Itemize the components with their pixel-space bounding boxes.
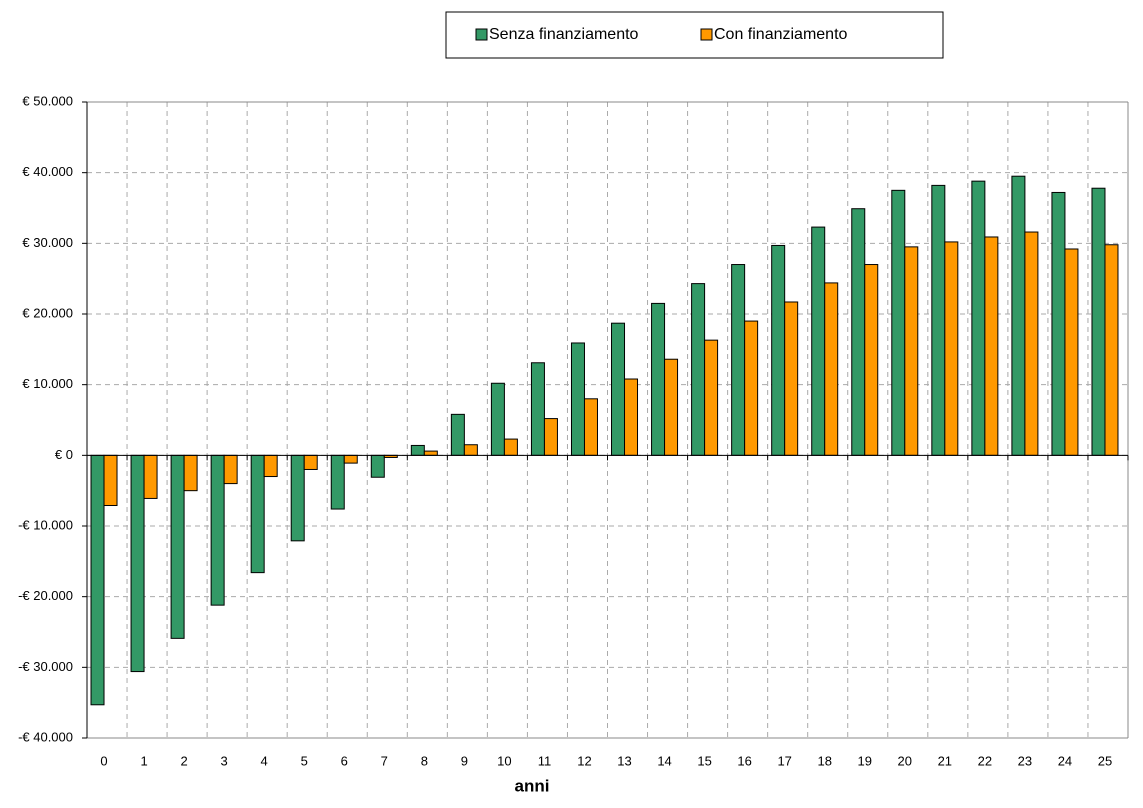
bar (1091, 187, 1106, 456)
x-tick-label: 21 (938, 753, 952, 768)
x-tick-label: 22 (978, 753, 992, 768)
bar (130, 454, 145, 673)
bar (784, 301, 799, 456)
x-tick-label: 10 (497, 753, 511, 768)
bar (463, 444, 478, 456)
bar (691, 283, 706, 456)
bar (303, 454, 318, 470)
bar (210, 454, 225, 606)
bar (1051, 191, 1066, 456)
bar (170, 454, 185, 639)
bar (103, 454, 118, 507)
bar (503, 438, 518, 456)
y-tick-label: € 20.000 (22, 305, 73, 320)
legend-swatch (700, 28, 713, 41)
bar (343, 454, 358, 464)
bar (651, 302, 666, 456)
x-tick-label: 1 (140, 753, 147, 768)
x-tick-label: 25 (1098, 753, 1112, 768)
legend-swatch (475, 28, 488, 41)
bar (583, 398, 598, 456)
x-tick-label: 7 (381, 753, 388, 768)
bar (90, 454, 105, 706)
x-tick-label: 19 (858, 753, 872, 768)
x-tick-label: 11 (538, 753, 552, 768)
bar (624, 378, 639, 456)
y-tick-label: € 50.000 (22, 93, 73, 108)
bar (824, 282, 839, 456)
bar (731, 264, 746, 456)
y-tick-label: € 30.000 (22, 235, 73, 250)
x-tick-label: 12 (577, 753, 591, 768)
bar (543, 418, 558, 456)
bar (423, 450, 438, 456)
y-tick-label: -€ 30.000 (18, 659, 73, 674)
bar (290, 454, 305, 542)
bar (664, 358, 679, 456)
bar (891, 189, 906, 456)
y-tick-label: € 0 (55, 447, 73, 462)
x-tick-label: 0 (100, 753, 107, 768)
legend-label: Con finanziamento (714, 26, 848, 43)
bar (1024, 231, 1039, 456)
x-tick-label: 8 (421, 753, 428, 768)
x-tick-label: 2 (180, 753, 187, 768)
bar (944, 241, 959, 456)
x-tick-label: 20 (898, 753, 912, 768)
bar (984, 236, 999, 456)
x-tick-label: 13 (617, 753, 631, 768)
bar (864, 264, 879, 456)
bar (263, 454, 278, 478)
x-tick-label: 3 (221, 753, 228, 768)
x-tick-label: 5 (301, 753, 308, 768)
bar (450, 413, 465, 456)
x-tick-label: 9 (461, 753, 468, 768)
x-tick-label: 15 (697, 753, 711, 768)
bar (931, 184, 946, 456)
bar (570, 342, 585, 456)
legend-label: Senza finanziamento (489, 26, 639, 43)
bar (771, 244, 786, 456)
y-tick-label: -€ 20.000 (18, 588, 73, 603)
bar (811, 226, 826, 456)
bar (904, 246, 919, 456)
x-tick-label: 18 (817, 753, 831, 768)
x-tick-label: 4 (261, 753, 268, 768)
bar (1104, 244, 1119, 456)
y-tick-label: -€ 40.000 (18, 729, 73, 744)
bar (143, 454, 158, 499)
x-tick-label: 6 (341, 753, 348, 768)
bar (744, 320, 759, 456)
x-axis-title: anni (515, 776, 550, 795)
x-tick-label: 24 (1058, 753, 1072, 768)
bar (370, 454, 385, 478)
bar (1011, 175, 1026, 456)
x-tick-label: 16 (737, 753, 751, 768)
bar (530, 362, 545, 456)
bar (183, 454, 198, 492)
y-tick-label: € 40.000 (22, 164, 73, 179)
x-tick-label: 23 (1018, 753, 1032, 768)
bar (330, 454, 345, 510)
bar (410, 444, 425, 456)
bar (611, 322, 626, 456)
bar (971, 180, 986, 456)
bar (704, 339, 719, 456)
bar (250, 454, 265, 574)
bar (1064, 248, 1079, 456)
legend-box (445, 11, 944, 59)
x-tick-label: 17 (777, 753, 791, 768)
bar (851, 208, 866, 456)
y-tick-label: -€ 10.000 (18, 517, 73, 532)
y-tick-label: € 10.000 (22, 376, 73, 391)
bar (223, 454, 238, 485)
bar (490, 382, 505, 456)
x-tick-label: 14 (657, 753, 671, 768)
